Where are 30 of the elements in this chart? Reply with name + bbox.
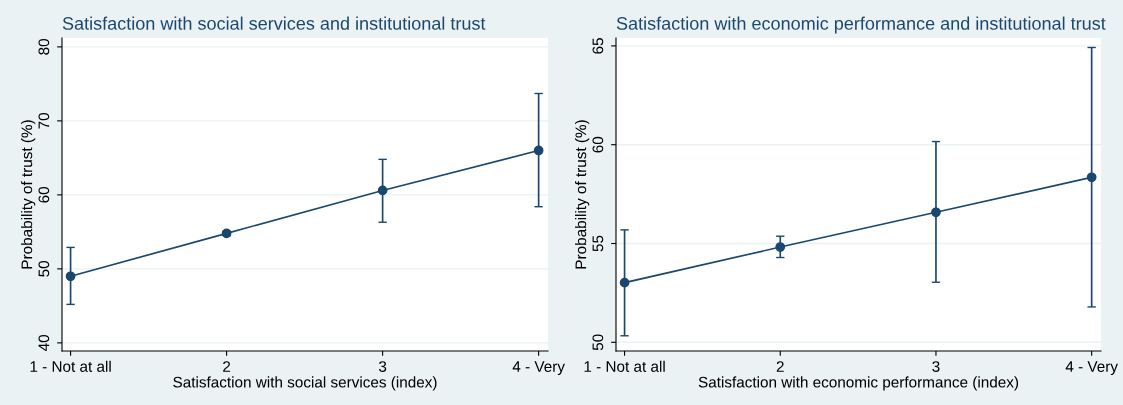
point: [775, 242, 786, 252]
x-tick-label: 4 - Very: [512, 361, 565, 375]
point: [533, 145, 544, 156]
x-tick-label: 1 - Not at all: [30, 360, 111, 372]
y-axis-title: Probability of trust (%): [575, 120, 590, 269]
y-tick-label: 60: [592, 136, 604, 153]
x-tick-label: 2: [776, 361, 784, 372]
y-tick-label: 65: [592, 38, 604, 54]
point: [1086, 172, 1097, 183]
chart-title: Satisfaction with social services and institutional trust: [62, 16, 486, 30]
y-tick-label: 70: [38, 112, 50, 129]
chart-title: Satisfaction with economic performance and institutional trust: [616, 16, 1106, 34]
y-tick-label: 60: [38, 186, 50, 203]
point: [619, 277, 630, 288]
y-tick-label: 80: [38, 38, 50, 55]
y-tick-label: 55: [592, 235, 604, 252]
point: [377, 185, 388, 196]
x-tick-label: 1 - Not at all: [584, 360, 665, 372]
point: [931, 207, 941, 218]
y-tick-label: 50: [592, 334, 604, 351]
x-tick-label: 2: [223, 361, 231, 372]
x-axis-title: Satisfaction with economic performance (index): [698, 376, 1019, 391]
y-axis-title: Probability of trust (%): [21, 120, 36, 269]
x-axis-title: Satisfaction with social services (index): [173, 376, 437, 391]
x-tick-label: 3: [932, 361, 940, 372]
x-tick-label: 4 - Very: [1065, 361, 1118, 375]
y-tick-label: 50: [38, 260, 50, 277]
y-tick-label: 40: [38, 334, 50, 352]
point: [65, 271, 76, 282]
x-tick-label: 3: [378, 361, 387, 372]
